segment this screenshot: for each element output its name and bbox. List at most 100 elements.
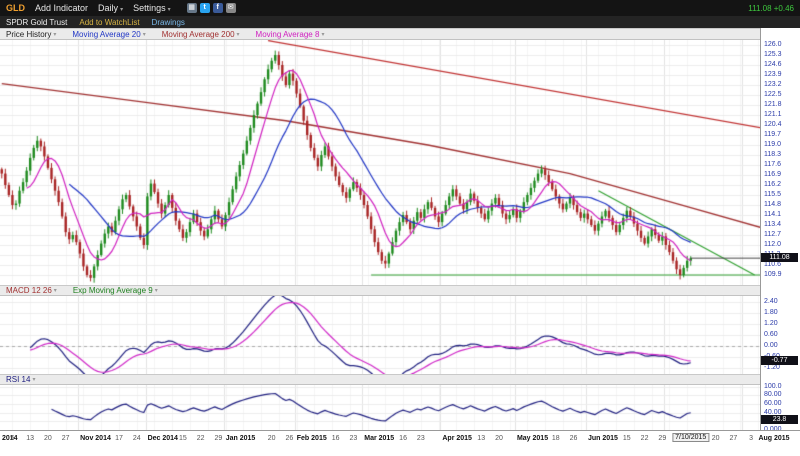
rsi-dropdown[interactable]: RSI 14 ▾ (6, 375, 35, 384)
price-axis-tick: 119.0 (764, 141, 781, 148)
price-axis-tick: 113.4 (764, 221, 781, 228)
price-history-dropdown[interactable]: Price History ▾ (6, 30, 56, 39)
settings-label: Settings (133, 3, 166, 13)
last-price-box: 111.08 (761, 253, 798, 263)
x-axis-month-label: May 2015 (516, 435, 549, 442)
price-legend-bar: Price History ▾ Moving Average 20 ▾ Moving… (0, 28, 800, 40)
x-axis-tick: 22 (640, 435, 649, 442)
macd-axis-tick: 1.80 (764, 309, 778, 317)
x-axis-tick: 26 (285, 435, 294, 442)
rsi-axis-tick: 80.00 (764, 391, 782, 399)
x-axis-tick: 18 (551, 435, 560, 442)
twitter-icon[interactable]: t (199, 3, 210, 13)
rsi-last-value-box: 23.8 (761, 414, 798, 424)
price-axis-tick: 114.8 (764, 201, 781, 208)
price-axis-tick: 117.6 (764, 161, 781, 168)
add-to-watchlist-link[interactable]: Add to WatchList (79, 17, 140, 27)
macd-last-value-box: -0.77 (761, 355, 798, 365)
x-axis-tick: 23 (416, 435, 425, 442)
price-axis-tick: 110.6 (764, 261, 781, 268)
x-axis-month-label: Mar 2015 (364, 435, 395, 442)
x-axis-tick: 15 (178, 435, 187, 442)
x-axis-tick: 29 (658, 435, 667, 442)
rsi-chart-canvas[interactable] (0, 385, 760, 430)
price-axis-tick: 122.5 (764, 91, 782, 98)
period-dropdown[interactable]: Daily ▾ (98, 3, 123, 13)
ma8-label: Moving Average 8 (255, 29, 320, 39)
rsi-axis-tick: 0.000 (764, 426, 782, 433)
ma200-dropdown[interactable]: Moving Average 200 ▾ (162, 30, 240, 39)
symbol-label: GLD (6, 3, 25, 13)
price-axis-tick: 121.8 (764, 101, 782, 108)
macd-axis-tick: 1.20 (764, 320, 778, 328)
toolbar: GLD Add Indicator Daily ▾ Settings ▾ ▦ t f… (0, 0, 800, 16)
price-axis-tick: 126.0 (764, 41, 782, 48)
ma20-dropdown[interactable]: Moving Average 20 ▾ (72, 30, 145, 39)
rsi-axis-tick: 40.00 (764, 408, 782, 416)
chevron-down-icon: ▾ (53, 31, 57, 38)
x-axis-tick: 27 (61, 435, 70, 442)
exp-ma9-dropdown[interactable]: Exp Moving Average 9 ▾ (73, 286, 158, 295)
rsi-label: RSI 14 (6, 375, 31, 384)
chevron-down-icon: ▾ (142, 31, 146, 38)
price-axis-tick: 121.1 (764, 111, 782, 118)
rsi-axis-tick: 100.0 (764, 382, 782, 390)
x-axis-month-label: Apr 2015 (442, 435, 472, 442)
chevron-down-icon: ▾ (167, 7, 171, 13)
price-axis-tick: 124.6 (764, 61, 782, 68)
x-axis-tick: 15 (622, 435, 631, 442)
price-axis-tick: 112.7 (764, 231, 781, 238)
ma8-dropdown[interactable]: Moving Average 8 ▾ (256, 30, 325, 39)
ma20-label: Moving Average 20 (72, 29, 141, 39)
x-axis-month-label: Feb 2015 (296, 435, 327, 442)
x-axis-month-label: Aug 2015 (758, 435, 790, 442)
price-axis-tick: 118.3 (764, 151, 781, 158)
x-axis-tick: 20 (495, 435, 503, 442)
chevron-down-icon: ▾ (120, 7, 124, 13)
price-axis-tick: 115.5 (764, 191, 781, 198)
mail-icon[interactable]: ✉ (225, 3, 236, 13)
chevron-down-icon: ▾ (53, 288, 57, 294)
chevron-down-icon: ▾ (236, 31, 240, 38)
time-axis[interactable]: 2014 6 13 20 27 Nov 2014 17 24 Dec 2014 15 22 29 Jan… (0, 430, 800, 456)
chevron-down-icon: ▾ (321, 31, 325, 38)
macd-chart-canvas[interactable] (0, 296, 760, 374)
price-axis-tick: 116.2 (764, 181, 781, 188)
x-axis-month-label: Nov 2014 (80, 435, 111, 442)
price-axis-tick: 109.9 (764, 271, 782, 278)
x-axis-tick: 20 (44, 435, 52, 442)
price-axis-tick: 116.9 (764, 171, 781, 178)
price-chart-canvas[interactable] (0, 40, 760, 285)
price-axis-tick: 123.2 (764, 81, 782, 88)
x-axis-tick: 17 (115, 435, 123, 442)
settings-dropdown[interactable]: Settings ▾ (133, 3, 171, 13)
share-icons: ▦ t f ✉ (186, 3, 236, 13)
drawings-tab[interactable]: Drawings (151, 17, 185, 27)
x-axis-tick: 16 (331, 435, 340, 442)
price-axis[interactable]: 109.9110.6111.3112.0112.7113.4114.1114.8… (760, 28, 800, 433)
macd-axis-tick: -1.20 (764, 364, 780, 372)
macd-label: MACD 12 26 (6, 286, 52, 295)
price-history-label: Price History (6, 29, 52, 39)
x-axis-tick: 16 (399, 435, 407, 442)
price-axis-tick: 125.3 (764, 51, 782, 58)
macd-axis-tick: 0.00 (764, 342, 778, 350)
add-indicator-button[interactable]: Add Indicator (35, 3, 89, 13)
x-axis-current-date: 7/10/2015 (672, 433, 710, 442)
x-axis-month-label: Dec 2014 (147, 435, 178, 442)
x-axis-tick: 20 (267, 435, 276, 442)
macd-legend-bar: MACD 12 26 ▾ Exp Moving Average 9 ▾ (0, 285, 800, 296)
subbar: SPDR Gold Trust Add to WatchList Drawing… (0, 16, 800, 28)
price-axis-tick: 120.4 (764, 121, 782, 128)
chart-icon[interactable]: ▦ (186, 3, 197, 13)
x-axis-tick: 13 (26, 435, 35, 442)
x-axis-month-label: Jan 2015 (225, 435, 256, 442)
facebook-icon[interactable]: f (212, 3, 223, 13)
chevron-down-icon: ▾ (32, 377, 36, 383)
x-axis-tick: 27 (729, 435, 738, 442)
rsi-legend-bar: RSI 14 ▾ (0, 374, 800, 385)
macd-axis-tick: 2.40 (764, 298, 778, 306)
macd-dropdown[interactable]: MACD 12 26 ▾ (6, 286, 57, 295)
chevron-down-icon: ▾ (154, 288, 158, 294)
